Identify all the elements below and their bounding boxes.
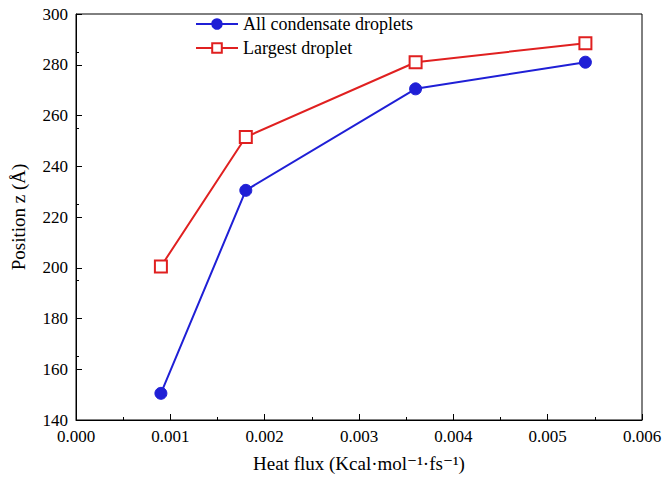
svg-text:All condensate droplets: All condensate droplets — [243, 14, 413, 34]
svg-text:0.006: 0.006 — [623, 427, 661, 446]
svg-text:140: 140 — [42, 410, 68, 430]
svg-text:220: 220 — [43, 208, 69, 227]
svg-text:Largest droplet: Largest droplet — [243, 38, 352, 58]
svg-text:280: 280 — [43, 55, 69, 74]
svg-text:0.001: 0.001 — [151, 427, 189, 446]
svg-text:300: 300 — [43, 5, 69, 24]
svg-text:260: 260 — [43, 106, 69, 125]
svg-text:0.004: 0.004 — [434, 427, 473, 446]
svg-text:240: 240 — [43, 157, 69, 176]
svg-text:180: 180 — [43, 309, 69, 328]
svg-text:200: 200 — [43, 258, 69, 277]
svg-text:Position z (Å): Position z (Å) — [8, 164, 30, 271]
svg-text:160: 160 — [43, 360, 69, 379]
svg-text:0.002: 0.002 — [246, 427, 284, 446]
svg-text:Heat flux (Kcal·mol⁻¹·fs⁻¹): Heat flux (Kcal·mol⁻¹·fs⁻¹) — [253, 453, 465, 475]
svg-text:0.005: 0.005 — [529, 427, 567, 446]
svg-text:0.000: 0.000 — [57, 427, 95, 446]
svg-text:0.003: 0.003 — [340, 427, 378, 446]
